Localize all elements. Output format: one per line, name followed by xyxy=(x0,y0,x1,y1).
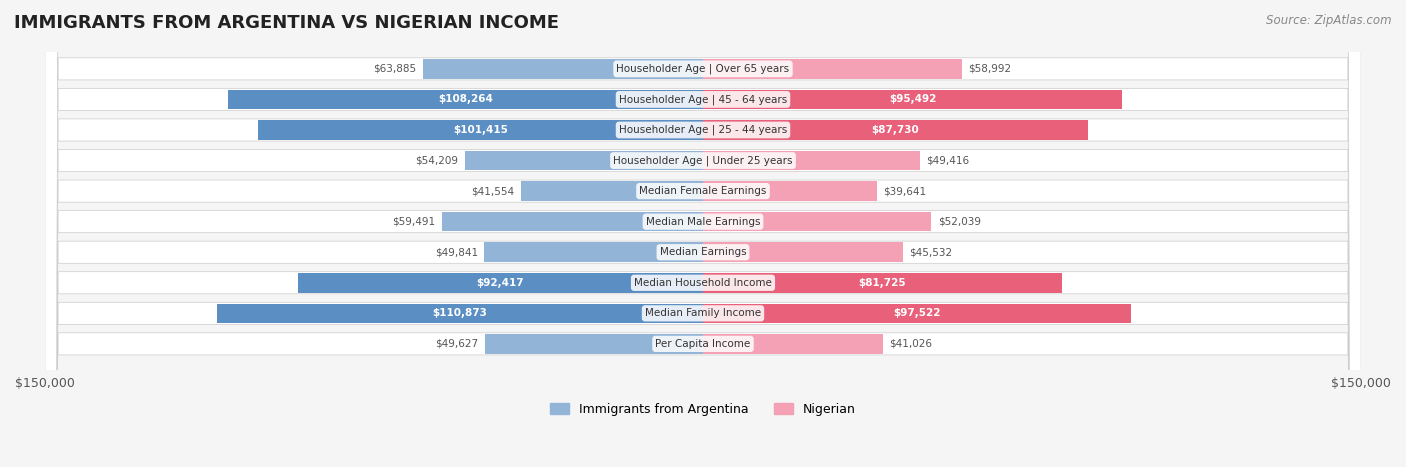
Text: $110,873: $110,873 xyxy=(433,308,488,318)
Bar xyxy=(703,242,903,262)
Text: Householder Age | Under 25 years: Householder Age | Under 25 years xyxy=(613,156,793,166)
Text: $108,264: $108,264 xyxy=(439,94,494,105)
Text: $52,039: $52,039 xyxy=(938,217,981,226)
Text: Householder Age | 45 - 64 years: Householder Age | 45 - 64 years xyxy=(619,94,787,105)
Bar xyxy=(441,212,703,232)
Bar xyxy=(217,304,703,323)
Bar xyxy=(228,90,703,109)
Bar xyxy=(703,151,920,170)
Text: $63,885: $63,885 xyxy=(373,64,416,74)
Bar xyxy=(423,59,703,78)
FancyBboxPatch shape xyxy=(45,0,1361,467)
Bar xyxy=(520,181,703,201)
Text: $41,554: $41,554 xyxy=(471,186,515,196)
Text: $81,725: $81,725 xyxy=(859,278,905,288)
Bar xyxy=(703,212,931,232)
Text: $41,026: $41,026 xyxy=(890,339,932,349)
Text: Source: ZipAtlas.com: Source: ZipAtlas.com xyxy=(1267,14,1392,27)
Bar xyxy=(703,273,1062,292)
Text: $92,417: $92,417 xyxy=(477,278,524,288)
Text: $39,641: $39,641 xyxy=(883,186,927,196)
Bar xyxy=(259,120,703,140)
FancyBboxPatch shape xyxy=(45,0,1361,467)
Legend: Immigrants from Argentina, Nigerian: Immigrants from Argentina, Nigerian xyxy=(546,398,860,421)
Text: $49,627: $49,627 xyxy=(436,339,478,349)
Bar xyxy=(465,151,703,170)
Text: Per Capita Income: Per Capita Income xyxy=(655,339,751,349)
Bar xyxy=(703,181,877,201)
Bar xyxy=(703,120,1088,140)
FancyBboxPatch shape xyxy=(45,0,1361,467)
Text: Median Male Earnings: Median Male Earnings xyxy=(645,217,761,226)
Bar xyxy=(484,242,703,262)
FancyBboxPatch shape xyxy=(45,0,1361,467)
FancyBboxPatch shape xyxy=(45,0,1361,467)
Bar xyxy=(703,90,1122,109)
FancyBboxPatch shape xyxy=(45,0,1361,467)
Text: Median Earnings: Median Earnings xyxy=(659,247,747,257)
FancyBboxPatch shape xyxy=(45,0,1361,467)
Text: $45,532: $45,532 xyxy=(910,247,952,257)
Bar xyxy=(485,334,703,354)
Text: $54,209: $54,209 xyxy=(416,156,458,165)
Text: Median Household Income: Median Household Income xyxy=(634,278,772,288)
Text: $101,415: $101,415 xyxy=(453,125,508,135)
Bar xyxy=(703,334,883,354)
Text: $59,491: $59,491 xyxy=(392,217,436,226)
Text: Median Family Income: Median Family Income xyxy=(645,308,761,318)
Text: $58,992: $58,992 xyxy=(969,64,1011,74)
Text: Householder Age | Over 65 years: Householder Age | Over 65 years xyxy=(616,64,790,74)
Text: Median Female Earnings: Median Female Earnings xyxy=(640,186,766,196)
FancyBboxPatch shape xyxy=(45,0,1361,467)
Bar xyxy=(298,273,703,292)
Text: $97,522: $97,522 xyxy=(893,308,941,318)
FancyBboxPatch shape xyxy=(45,0,1361,467)
Text: $95,492: $95,492 xyxy=(889,94,936,105)
Text: IMMIGRANTS FROM ARGENTINA VS NIGERIAN INCOME: IMMIGRANTS FROM ARGENTINA VS NIGERIAN IN… xyxy=(14,14,560,32)
Text: $49,416: $49,416 xyxy=(927,156,970,165)
Bar xyxy=(703,59,962,78)
Text: $87,730: $87,730 xyxy=(872,125,920,135)
Text: $49,841: $49,841 xyxy=(434,247,478,257)
Bar xyxy=(703,304,1130,323)
Text: Householder Age | 25 - 44 years: Householder Age | 25 - 44 years xyxy=(619,125,787,135)
FancyBboxPatch shape xyxy=(45,0,1361,467)
